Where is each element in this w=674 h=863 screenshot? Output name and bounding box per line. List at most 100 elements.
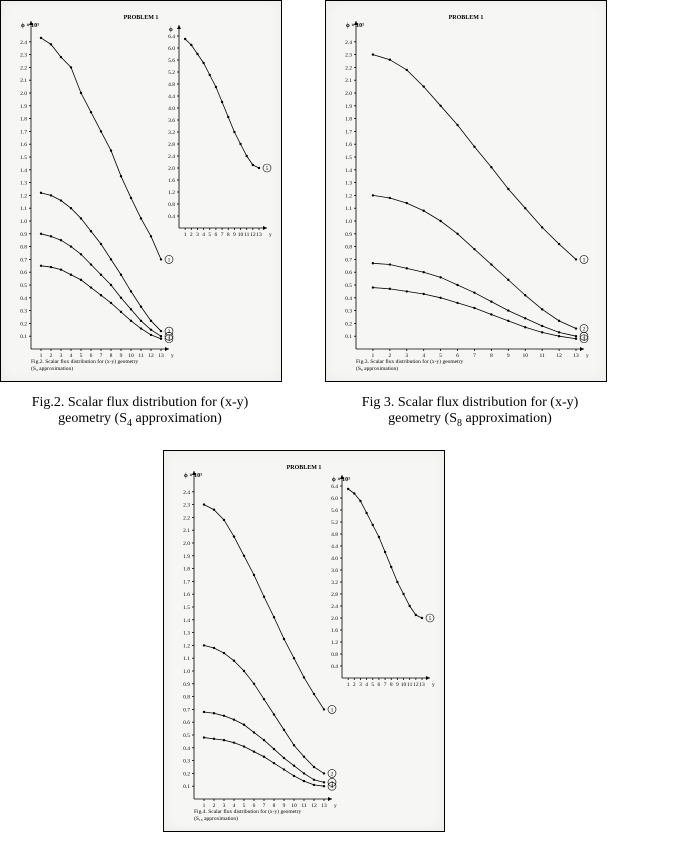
svg-text:1.8: 1.8	[345, 117, 352, 123]
svg-text:0.1: 0.1	[183, 784, 190, 790]
svg-text:(S₈ approximation): (S₈ approximation)	[356, 365, 398, 372]
svg-text:1.7: 1.7	[345, 129, 352, 135]
svg-text:4: 4	[331, 784, 334, 790]
svg-text:0.4: 0.4	[20, 296, 27, 302]
svg-text:2.4: 2.4	[20, 40, 27, 46]
svg-text:0.9: 0.9	[345, 232, 352, 238]
svg-text:1.9: 1.9	[20, 104, 27, 110]
svg-text:5: 5	[429, 616, 432, 622]
svg-text:12: 12	[413, 682, 419, 688]
svg-text:0.4: 0.4	[168, 214, 175, 220]
svg-text:0.9: 0.9	[183, 682, 190, 688]
svg-text:1.2: 1.2	[168, 190, 175, 196]
svg-text:1.3: 1.3	[345, 181, 352, 187]
svg-text:7: 7	[384, 682, 387, 688]
svg-text:2.3: 2.3	[345, 53, 352, 59]
svg-text:y: y	[171, 353, 174, 359]
svg-text:0.8: 0.8	[168, 202, 175, 208]
svg-text:13: 13	[573, 353, 579, 359]
fig2-caption: Fig.2. Scalar flux distribution for (x-y…	[0, 395, 285, 429]
svg-text:10: 10	[238, 232, 244, 238]
svg-text:9: 9	[507, 353, 510, 359]
svg-text:2.0: 2.0	[345, 91, 352, 97]
svg-text:13: 13	[256, 232, 262, 238]
svg-text:5.2: 5.2	[168, 70, 175, 76]
svg-text:3.2: 3.2	[168, 130, 175, 136]
svg-text:ϕ × 10³: ϕ × 10³	[332, 477, 350, 483]
svg-text:1.0: 1.0	[345, 219, 352, 225]
svg-text:2.2: 2.2	[20, 65, 27, 71]
svg-text:y: y	[269, 232, 272, 238]
svg-text:4.8: 4.8	[331, 532, 338, 538]
svg-text:2.0: 2.0	[331, 616, 338, 622]
fig3-panel: PROBLEM 1123456789101112130.10.20.30.40.…	[325, 0, 607, 382]
svg-text:3: 3	[359, 682, 362, 688]
svg-text:0.2: 0.2	[345, 321, 352, 327]
svg-text:2.4: 2.4	[331, 604, 338, 610]
svg-text:13: 13	[419, 682, 425, 688]
svg-text:6.4: 6.4	[331, 484, 338, 490]
svg-text:2.1: 2.1	[20, 78, 27, 84]
svg-text:2.4: 2.4	[168, 154, 175, 160]
svg-text:1.0: 1.0	[20, 219, 27, 225]
svg-text:4.8: 4.8	[168, 82, 175, 88]
svg-text:0.7: 0.7	[20, 257, 27, 263]
svg-text:0.2: 0.2	[183, 771, 190, 777]
svg-text:0.5: 0.5	[20, 283, 27, 289]
svg-text:10: 10	[522, 353, 528, 359]
svg-text:2.4: 2.4	[345, 40, 352, 46]
svg-text:3.6: 3.6	[331, 568, 338, 574]
svg-text:Fig.2. Scalar flux distributio: Fig.2. Scalar flux distribution for (x-y…	[31, 358, 138, 365]
svg-text:0.4: 0.4	[331, 664, 338, 670]
svg-text:0.3: 0.3	[345, 309, 352, 315]
svg-text:6: 6	[378, 682, 381, 688]
svg-text:0.3: 0.3	[20, 309, 27, 315]
svg-text:0.4: 0.4	[183, 746, 190, 752]
svg-text:y: y	[586, 353, 589, 359]
svg-text:(S₁₆ approximation): (S₁₆ approximation)	[194, 815, 238, 822]
svg-text:y: y	[334, 803, 337, 809]
svg-text:Fig.3. Scalar flux distributio: Fig.3. Scalar flux distribution for (x-y…	[356, 358, 463, 365]
svg-text:2.8: 2.8	[168, 142, 175, 148]
svg-text:0.7: 0.7	[345, 257, 352, 263]
svg-text:11: 11	[244, 232, 250, 238]
svg-text:12: 12	[556, 353, 562, 359]
fig4-chart: PROBLEM 1123456789101112130.10.20.30.40.…	[164, 451, 444, 831]
svg-text:3: 3	[196, 232, 199, 238]
svg-text:1.1: 1.1	[183, 656, 190, 662]
svg-text:1.5: 1.5	[20, 155, 27, 161]
svg-text:2.4: 2.4	[183, 490, 190, 496]
svg-text:2.1: 2.1	[183, 528, 190, 534]
fig4-panel: PROBLEM 1123456789101112130.10.20.30.40.…	[163, 450, 445, 832]
svg-text:3.2: 3.2	[331, 580, 338, 586]
svg-text:0.8: 0.8	[345, 245, 352, 251]
svg-text:1.6: 1.6	[183, 592, 190, 598]
svg-text:0.1: 0.1	[20, 334, 27, 340]
svg-text:2: 2	[353, 682, 356, 688]
svg-text:ϕ × 10³: ϕ × 10³	[346, 23, 364, 29]
svg-text:2.8: 2.8	[331, 592, 338, 598]
svg-text:1.8: 1.8	[20, 117, 27, 123]
fig3-caption: Fig 3. Scalar flux distribution for (x-y…	[325, 395, 615, 429]
svg-text:1.9: 1.9	[345, 104, 352, 110]
svg-text:PROBLEM 1: PROBLEM 1	[287, 465, 322, 471]
svg-text:2.2: 2.2	[183, 515, 190, 521]
svg-text:0.7: 0.7	[183, 707, 190, 713]
svg-text:ϕ × 10³: ϕ × 10³	[21, 23, 39, 29]
svg-text:9: 9	[396, 682, 399, 688]
svg-text:1.2: 1.2	[183, 643, 190, 649]
svg-text:0.2: 0.2	[20, 321, 27, 327]
fig2-chart: PROBLEM 1123456789101112130.10.20.30.40.…	[1, 1, 281, 381]
svg-text:0.9: 0.9	[20, 232, 27, 238]
svg-text:6: 6	[215, 232, 218, 238]
svg-text:1.6: 1.6	[20, 142, 27, 148]
fig3-chart: PROBLEM 1123456789101112130.10.20.30.40.…	[326, 1, 606, 381]
svg-text:1.6: 1.6	[345, 142, 352, 148]
svg-text:5: 5	[266, 166, 269, 172]
svg-text:6.0: 6.0	[168, 46, 175, 52]
svg-text:7: 7	[473, 353, 476, 359]
svg-text:13: 13	[158, 353, 164, 359]
svg-text:6.0: 6.0	[331, 496, 338, 502]
svg-text:5: 5	[371, 682, 374, 688]
svg-text:1: 1	[184, 232, 187, 238]
